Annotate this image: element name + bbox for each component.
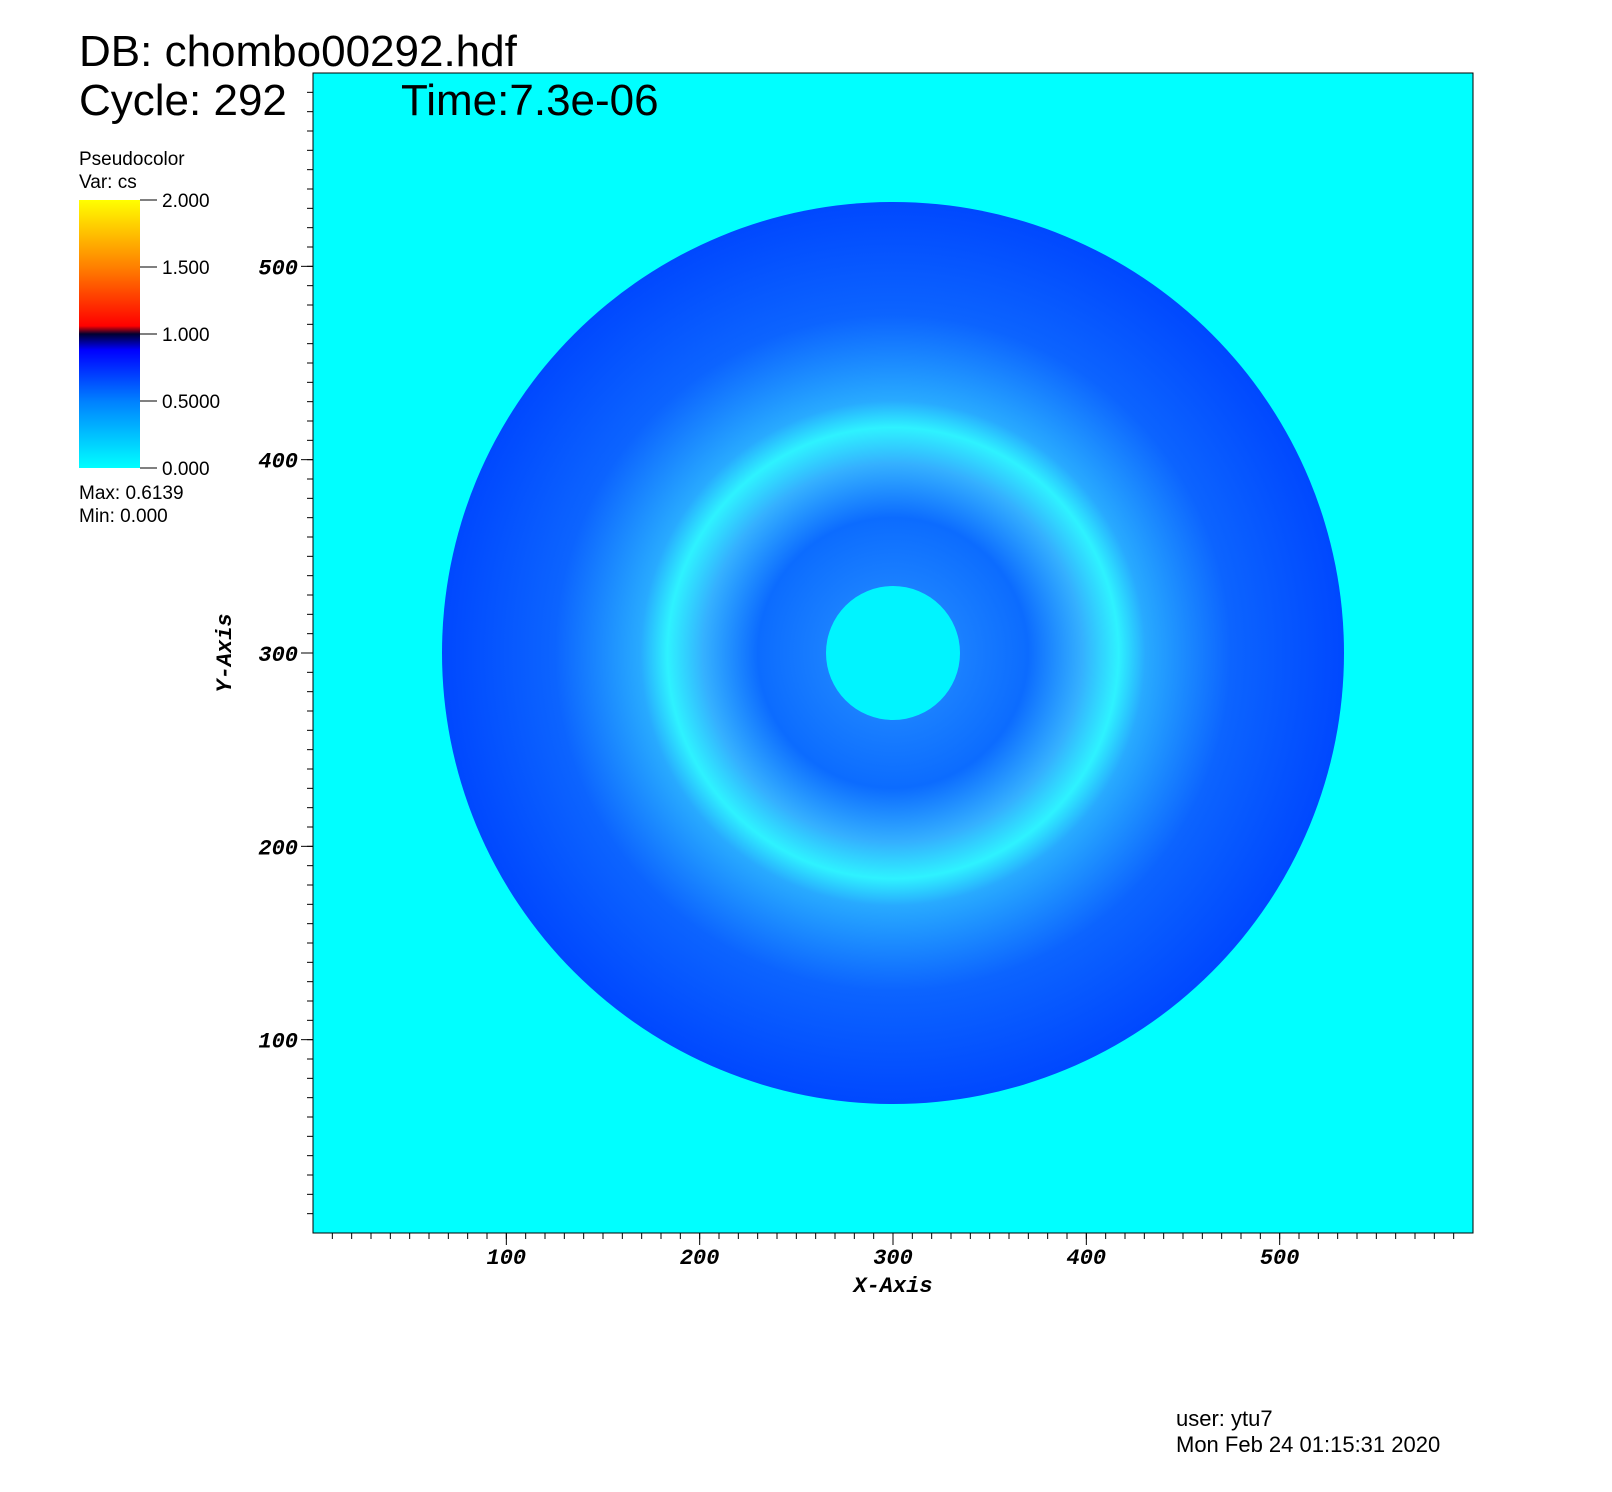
- x-tick-label: 400: [1067, 1246, 1107, 1271]
- colorbar-tick-label: 0.5000: [162, 392, 220, 413]
- user: user: ytu7: [1176, 1406, 1273, 1431]
- x-axis-label: X-Axis: [851, 1274, 932, 1299]
- min-label: Min: 0.000: [79, 506, 168, 527]
- x-tick-label: 300: [873, 1246, 913, 1271]
- x-tick-label: 500: [1260, 1246, 1300, 1271]
- colorbar: [79, 200, 140, 468]
- colorbar-tick-label: 1.000: [162, 325, 210, 346]
- y-axis-label: Y-Axis: [213, 613, 238, 692]
- colorbar-tick-label: 0.000: [162, 459, 210, 480]
- date: Mon Feb 24 01:15:31 2020: [1176, 1432, 1440, 1457]
- y-tick-label: 500: [258, 256, 298, 281]
- y-tick-label: 100: [258, 1030, 298, 1055]
- x-tick-label: 200: [680, 1246, 720, 1271]
- y-tick-label: 300: [258, 643, 298, 668]
- y-tick-label: 200: [258, 836, 298, 861]
- variable: Var: cs: [79, 172, 137, 193]
- colorbar-tick-label: 2.000: [162, 191, 210, 212]
- plot-name: Pseudocolor: [79, 149, 185, 170]
- colorbar-tick-label: 1.500: [162, 258, 210, 279]
- max-label: Max: 0.6139: [79, 483, 184, 504]
- db-label: DB: chombo00292.hdf: [79, 27, 518, 76]
- x-tick-label: 100: [487, 1246, 527, 1271]
- cycle-label: Cycle: 292: [79, 76, 287, 125]
- field: [312, 72, 1474, 1234]
- core: [826, 586, 960, 720]
- y-tick-label: 400: [258, 450, 298, 475]
- time-label: Time:7.3e-06: [401, 76, 659, 125]
